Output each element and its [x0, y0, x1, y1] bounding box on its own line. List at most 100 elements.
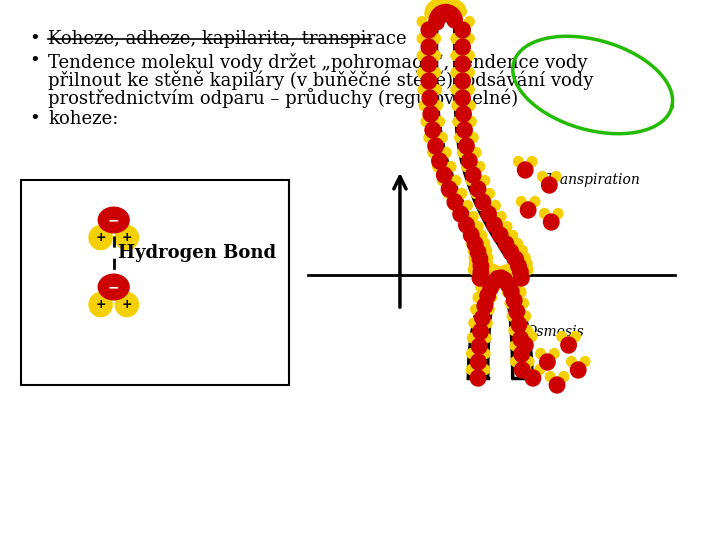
- Circle shape: [449, 200, 459, 211]
- Circle shape: [467, 364, 476, 375]
- Circle shape: [457, 188, 467, 199]
- Circle shape: [521, 364, 531, 375]
- Text: Koheze, adheze, kapilarita, transpirace: Koheze, adheze, kapilarita, transpirace: [48, 30, 407, 48]
- Circle shape: [479, 274, 489, 284]
- Circle shape: [451, 33, 461, 44]
- Ellipse shape: [99, 274, 129, 300]
- Circle shape: [428, 138, 444, 154]
- Circle shape: [441, 147, 451, 158]
- Circle shape: [500, 276, 516, 293]
- Circle shape: [557, 332, 567, 342]
- Circle shape: [525, 370, 541, 386]
- Bar: [21, 180, 289, 385]
- Circle shape: [417, 68, 427, 78]
- Circle shape: [471, 305, 480, 314]
- Circle shape: [455, 212, 464, 221]
- Circle shape: [513, 157, 523, 166]
- Circle shape: [535, 364, 544, 375]
- Circle shape: [521, 311, 531, 321]
- Circle shape: [480, 348, 490, 359]
- Circle shape: [508, 251, 523, 267]
- Circle shape: [490, 271, 505, 287]
- Circle shape: [496, 271, 506, 281]
- Circle shape: [419, 100, 429, 111]
- Circle shape: [510, 341, 520, 350]
- Circle shape: [492, 274, 503, 284]
- Circle shape: [465, 167, 481, 183]
- Circle shape: [477, 231, 487, 241]
- Circle shape: [518, 298, 528, 308]
- Circle shape: [467, 236, 483, 252]
- Circle shape: [541, 177, 557, 193]
- Circle shape: [453, 117, 462, 126]
- Circle shape: [431, 33, 441, 44]
- Circle shape: [523, 259, 532, 268]
- Circle shape: [492, 227, 508, 243]
- Circle shape: [426, 5, 435, 16]
- Circle shape: [513, 270, 529, 286]
- Circle shape: [473, 323, 488, 340]
- Text: +: +: [122, 231, 132, 244]
- Text: •: •: [29, 30, 40, 48]
- Circle shape: [493, 267, 503, 276]
- Circle shape: [443, 6, 453, 17]
- Circle shape: [433, 6, 449, 22]
- Circle shape: [516, 197, 526, 207]
- Circle shape: [549, 377, 564, 393]
- Circle shape: [513, 331, 528, 347]
- Circle shape: [513, 332, 523, 342]
- Text: +: +: [95, 298, 106, 311]
- Circle shape: [447, 194, 462, 210]
- Circle shape: [476, 282, 485, 292]
- Circle shape: [482, 318, 492, 328]
- Circle shape: [467, 333, 477, 343]
- Circle shape: [438, 176, 447, 186]
- Circle shape: [559, 372, 569, 382]
- Circle shape: [464, 231, 473, 241]
- Circle shape: [440, 1, 450, 11]
- Circle shape: [441, 5, 456, 21]
- Circle shape: [482, 268, 492, 279]
- Circle shape: [513, 278, 523, 288]
- Circle shape: [423, 106, 438, 122]
- Circle shape: [459, 217, 474, 233]
- Circle shape: [417, 51, 427, 60]
- Circle shape: [473, 264, 489, 280]
- Circle shape: [451, 176, 461, 186]
- Circle shape: [477, 200, 487, 211]
- Circle shape: [498, 236, 513, 252]
- Circle shape: [470, 370, 486, 386]
- Circle shape: [511, 316, 526, 333]
- Circle shape: [451, 17, 461, 26]
- Circle shape: [480, 176, 490, 186]
- Circle shape: [424, 133, 433, 143]
- Circle shape: [431, 8, 446, 24]
- Circle shape: [455, 73, 470, 89]
- Circle shape: [462, 153, 477, 169]
- Circle shape: [483, 280, 498, 296]
- Circle shape: [471, 354, 486, 370]
- Circle shape: [438, 133, 447, 143]
- Circle shape: [521, 202, 536, 218]
- Circle shape: [433, 100, 442, 111]
- Circle shape: [429, 14, 444, 30]
- Circle shape: [445, 0, 455, 9]
- Circle shape: [561, 337, 576, 353]
- Circle shape: [422, 90, 438, 106]
- Circle shape: [441, 181, 456, 197]
- Text: koheze:: koheze:: [48, 110, 119, 128]
- Circle shape: [509, 259, 518, 268]
- Circle shape: [417, 33, 427, 44]
- Circle shape: [454, 1, 463, 11]
- Circle shape: [451, 0, 461, 10]
- Circle shape: [508, 311, 517, 321]
- Circle shape: [470, 181, 486, 197]
- Circle shape: [115, 226, 138, 249]
- Circle shape: [545, 372, 555, 382]
- Circle shape: [480, 239, 490, 248]
- Circle shape: [435, 0, 444, 9]
- Circle shape: [421, 22, 436, 38]
- Circle shape: [523, 265, 533, 274]
- Circle shape: [442, 4, 451, 14]
- Circle shape: [427, 3, 436, 13]
